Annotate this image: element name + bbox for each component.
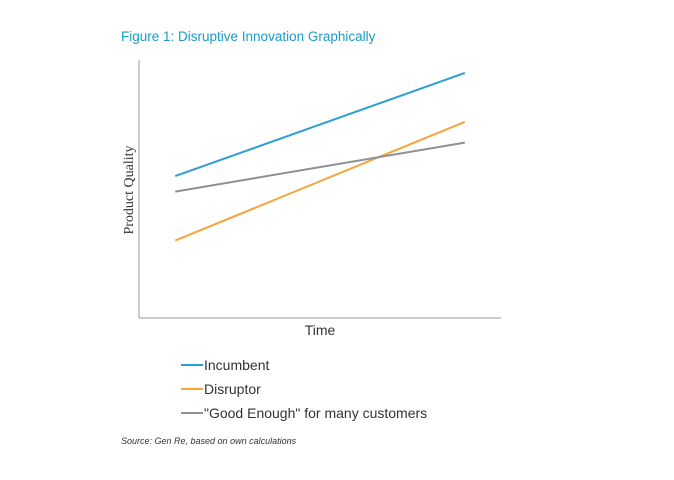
- legend-label-incumbent: Incumbent: [204, 357, 270, 373]
- series-line-2: [175, 141, 465, 193]
- legend-item: Incumbent: [181, 353, 427, 377]
- y-axis-label: Product Quality: [122, 145, 137, 234]
- series-lines: [174, 71, 466, 242]
- legend-item: "Good Enough" for many customers: [181, 401, 427, 425]
- x-axis-label: Time: [305, 322, 336, 338]
- series-line-0: [174, 71, 466, 178]
- figure-title: Figure 1: Disruptive Innovation Graphica…: [121, 29, 376, 44]
- legend-item: Disruptor: [181, 377, 427, 401]
- legend-label-disruptor: Disruptor: [204, 381, 261, 397]
- legend-label-good-enough: "Good Enough" for many customers: [204, 405, 428, 421]
- legend: Incumbent Disruptor "Good Enough" for ma…: [181, 353, 427, 425]
- series-line-1: [174, 120, 466, 242]
- source-note: Source: Gen Re, based on own calculation…: [121, 436, 297, 446]
- legend-swatch-incumbent: [181, 364, 203, 366]
- legend-swatch-disruptor: [181, 388, 203, 390]
- legend-swatch-good-enough: [181, 412, 203, 414]
